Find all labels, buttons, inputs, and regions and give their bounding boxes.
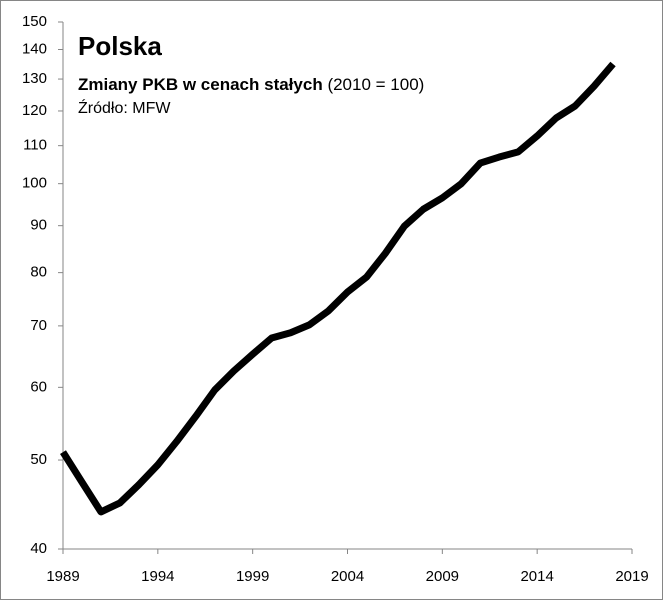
y-tick-label: 100 [22,175,47,192]
source: Źródło: MFW [78,98,171,117]
x-tick-label: 2014 [520,568,553,585]
y-tick-label: 90 [30,217,47,234]
x-tick-label: 1989 [46,568,79,585]
chart-subtitle: Zmiany PKB w cenach stałych (2010 = 100) [78,75,424,94]
y-tick-label: 110 [23,137,47,154]
y-tick-label: 130 [22,70,47,87]
chart-title: Polska [78,31,162,61]
y-tick-label: 70 [30,317,47,334]
y-tick-label: 40 [30,540,47,557]
y-tick-label: 120 [22,102,47,119]
x-tick-label: 1994 [141,568,174,585]
data-line [60,61,616,516]
y-tick-label: 140 [22,40,47,57]
subtitle-note: (2010 = 100) [327,75,424,94]
x-tick-label: 2004 [331,568,364,585]
y-tick-label: 80 [30,264,47,281]
x-tick-label: 2009 [426,568,459,585]
x-tick-label: 2019 [615,568,648,585]
subtitle-main: Zmiany PKB w cenach stałych [78,75,323,94]
y-tick-label: 60 [30,378,47,395]
y-tick-label: 150 [22,13,47,30]
y-tick-label: 50 [30,451,47,468]
x-tick-label: 1999 [236,568,269,585]
